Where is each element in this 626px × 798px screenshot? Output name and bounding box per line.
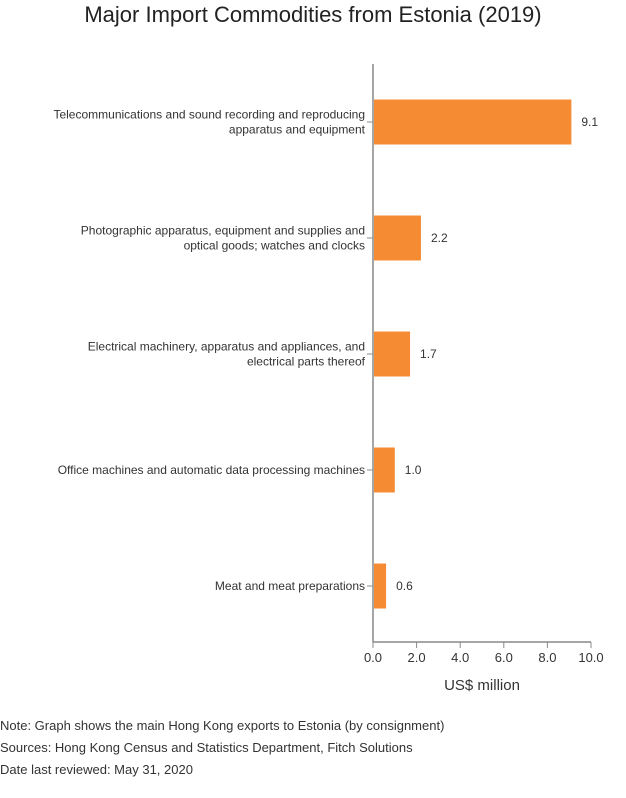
x-axis-label: US$ million (444, 677, 520, 694)
note-text: Note: Graph shows the main Hong Kong exp… (0, 718, 445, 733)
x-tick-label: 2.0 (408, 650, 426, 665)
category-label: optical goods; watches and clocks (184, 239, 365, 253)
category-label: apparatus and equipment (229, 123, 366, 137)
bar (374, 447, 395, 493)
category-label: Office machines and automatic data proce… (58, 463, 365, 477)
x-tick-label: 4.0 (451, 650, 469, 665)
category-label: Photographic apparatus, equipment and su… (81, 224, 365, 238)
x-tick-label: 10.0 (578, 650, 603, 665)
date-reviewed-text: Date last reviewed: May 31, 2020 (0, 762, 193, 777)
category-label: Telecommunications and sound recording a… (53, 108, 365, 122)
x-tick-label: 8.0 (538, 650, 556, 665)
chart-notes: Note: Graph shows the main Hong Kong exp… (0, 715, 444, 781)
x-tick-label: 0.0 (364, 650, 382, 665)
category-label: Electrical machinery, apparatus and appl… (88, 340, 365, 354)
bar (374, 99, 572, 145)
category-label: electrical parts thereof (247, 355, 366, 369)
x-tick-label: 6.0 (495, 650, 513, 665)
value-label: 9.1 (581, 115, 598, 129)
value-label: 1.0 (405, 463, 422, 477)
chart-title: Major Import Commodities from Estonia (2… (84, 2, 542, 27)
bar (374, 331, 411, 377)
bar-chart: 0.0 2.0 4.0 6.0 8.0 10.0 US$ million 9.1 Telecom… (53, 64, 604, 694)
bar (374, 215, 421, 261)
bar (374, 563, 387, 609)
value-label: 0.6 (396, 579, 413, 593)
value-label: 1.7 (420, 347, 437, 361)
sources-text: Sources: Hong Kong Census and Statistics… (0, 740, 413, 755)
category-label: Meat and meat preparations (215, 579, 365, 593)
value-label: 2.2 (431, 231, 448, 245)
